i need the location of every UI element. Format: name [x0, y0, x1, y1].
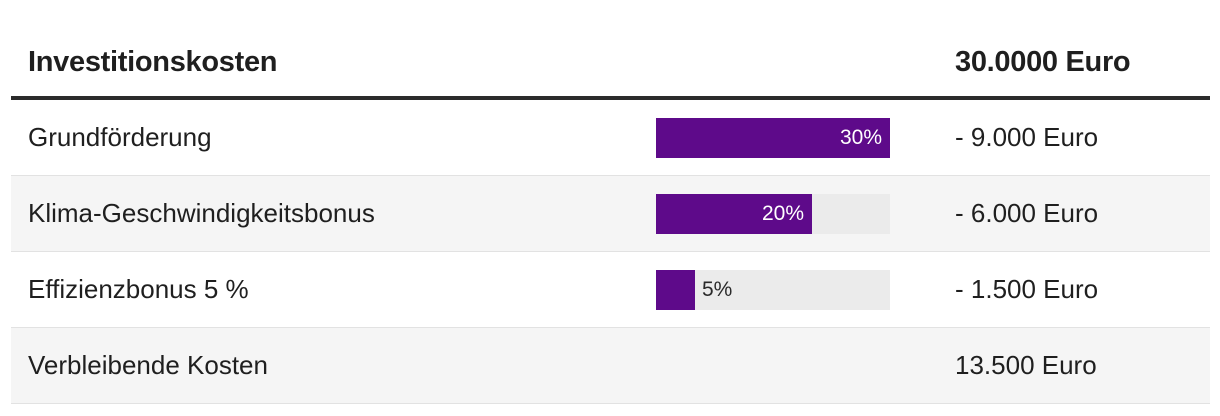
percent-bar: 30% [656, 117, 890, 158]
table-row: Grundförderung 30% - 9.000 Euro [11, 100, 1210, 176]
investment-costs-label: Investitionskosten [28, 45, 278, 78]
row-label: Klima-Geschwindigkeitsbonus [28, 198, 375, 228]
percent-label: 5% [702, 277, 733, 301]
investment-costs-value: 30.0000 Euro [955, 45, 1131, 78]
table-row: Effizienzbonus 5 % 5% - 1.500 Euro [11, 252, 1210, 328]
percent-label: 20% [761, 201, 804, 225]
funding-table: Investitionskosten 30.0000 Euro Grundför… [11, 28, 1210, 404]
table-row: Klima-Geschwindigkeitsbonus 20% - 6.000 … [11, 176, 1210, 252]
remaining-costs-value: 13.500 Euro [955, 350, 1097, 380]
percent-bar: 20% [656, 193, 890, 234]
percent-bar-fill [656, 117, 890, 158]
row-value: - 9.000 Euro [955, 122, 1099, 152]
percent-bar-fill [656, 193, 812, 234]
percent-bar: 5% [656, 269, 890, 310]
percent-bar-fill [656, 269, 695, 310]
row-value: - 6.000 Euro [955, 198, 1099, 228]
total-row: Verbleibende Kosten 13.500 Euro [11, 328, 1210, 404]
table-header: Investitionskosten 30.0000 Euro [11, 28, 1210, 100]
percent-label: 30% [839, 125, 882, 149]
row-value: - 1.500 Euro [955, 274, 1099, 304]
row-label: Effizienzbonus 5 % [28, 274, 249, 304]
remaining-costs-label: Verbleibende Kosten [28, 350, 268, 380]
row-label: Grundförderung [28, 122, 212, 152]
